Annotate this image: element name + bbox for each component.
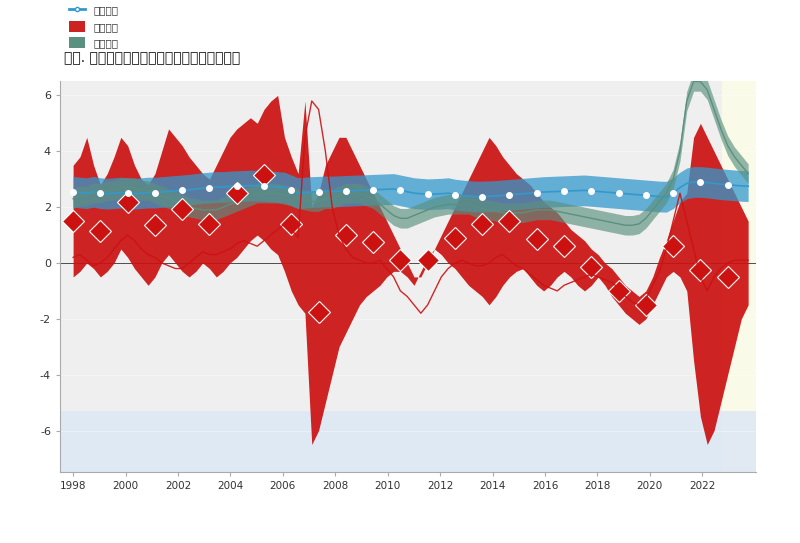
- Bar: [722, 81, 762, 472]
- Bar: [60, 411, 756, 472]
- Text: 圖四. 美國歷年通膨預期、標題通膨與核心通膨: 圖四. 美國歷年通膨預期、標題通膨與核心通膨: [64, 51, 240, 65]
- Legend: 通膨預期, 標題通膨, 核心通膨: 通膨預期, 標題通膨, 核心通膨: [66, 1, 122, 52]
